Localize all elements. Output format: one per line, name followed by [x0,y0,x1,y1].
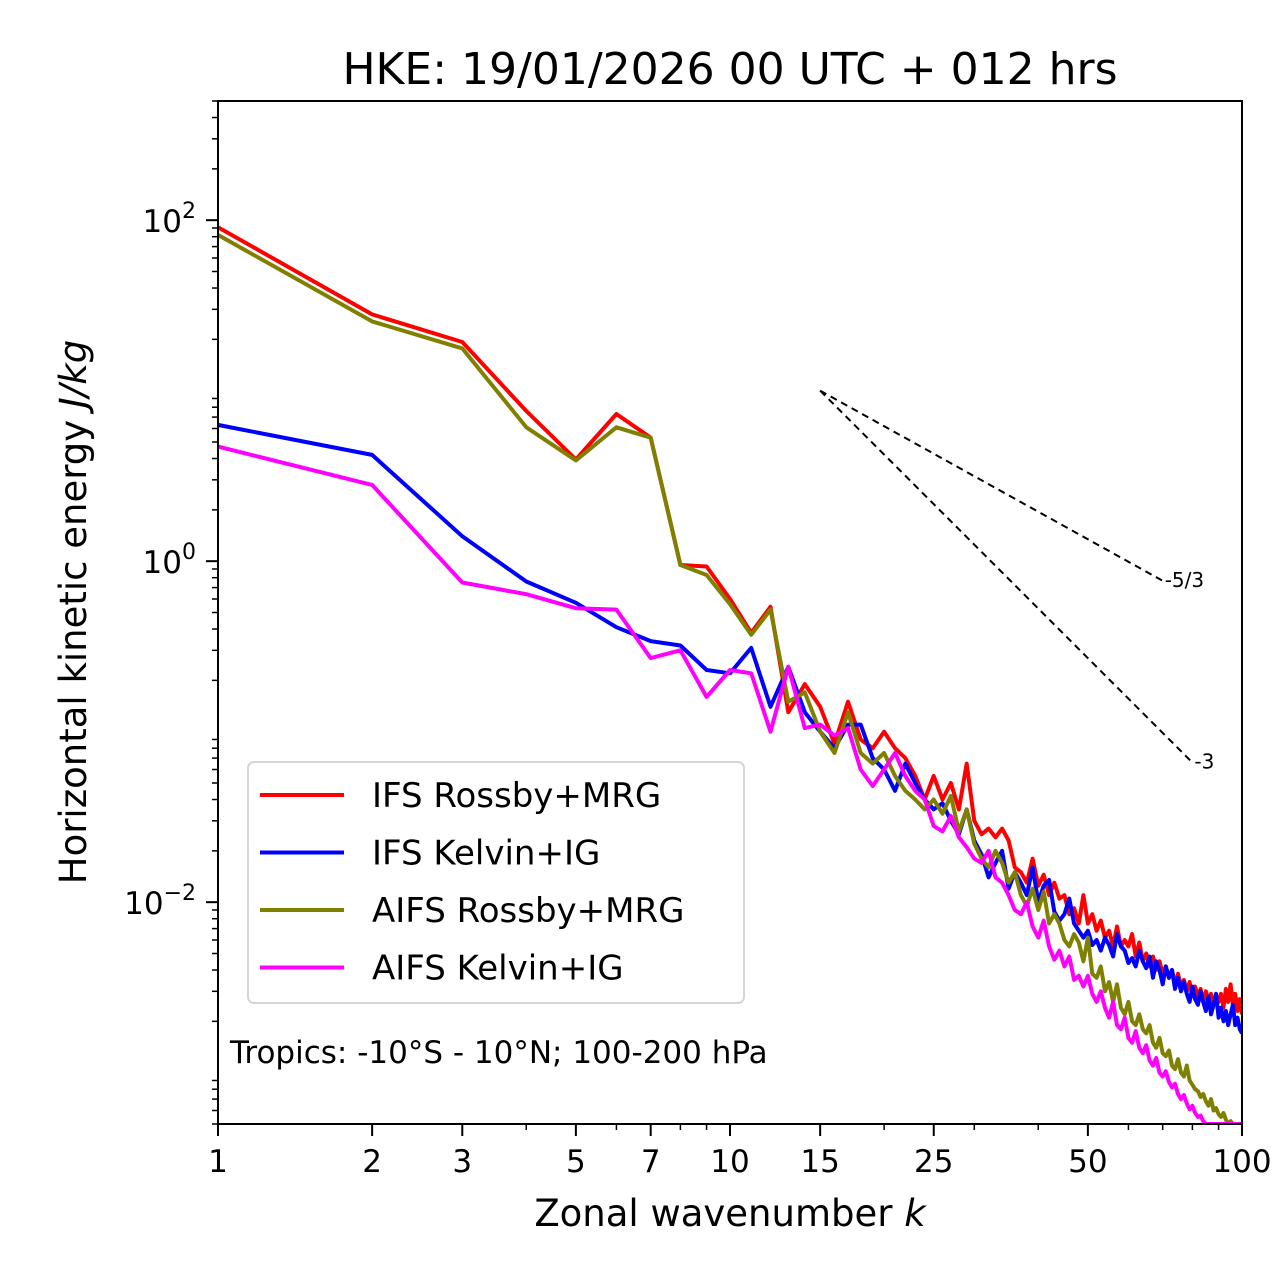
x-axis-label: Zonal wavenumber k [534,1192,927,1235]
y-tick-label: 102 [143,199,196,240]
legend-label: IFS Kelvin+IG [372,834,600,874]
x-tick-label: 1 [208,1144,228,1180]
region-annotation: Tropics: -10°S - 10°N; 100-200 hPa [229,1035,768,1071]
x-tick-label: 15 [800,1144,839,1180]
x-tick-label: 100 [1212,1144,1271,1180]
x-tick-label: 5 [566,1144,586,1180]
legend-label: AIFS Kelvin+IG [372,949,624,989]
slope-label: -3 [1194,750,1214,774]
slope-label: -5/3 [1165,568,1204,592]
y-axis-label-text: Horizontal kinetic energy [52,420,95,884]
legend-frame [247,761,745,1004]
legend-label: IFS Rossby+MRG [372,776,661,816]
series-line-aifs-rossby-mrg [218,233,1242,1124]
series-line-ifs-kelvin-ig [218,422,1242,1035]
slope-line [819,389,1164,582]
y-axis-ticks: 102 100 10−2 [124,100,218,1125]
x-tick-label: 3 [452,1144,472,1180]
chart-title: HKE: 19/01/2026 00 UTC + 012 hrs [342,44,1117,95]
series-line-aifs-kelvin-ig [218,444,1242,1124]
legend: IFS Rossby+MRG IFS Kelvin+IG AIFS Rossby+M… [247,761,745,1004]
x-axis-ticks: 1 2 3 5 7 10 15 25 50 100 [208,1124,1272,1180]
x-axis-label-text: Zonal wavenumber [534,1192,893,1235]
y-tick-label: 100 [143,540,196,581]
x-tick-label: 50 [1068,1144,1107,1180]
x-tick-label: 7 [641,1144,661,1180]
x-tick-label: 2 [362,1144,382,1180]
slope-line [819,389,1194,764]
x-axis-label-symbol: k [904,1192,927,1235]
series-layer [218,225,1242,1124]
y-axis-label: Horizontal kinetic energy J/kg [52,340,95,884]
y-axis-label-unit: J/kg [52,340,95,415]
x-tick-label: 10 [710,1144,749,1180]
x-tick-label: 25 [914,1144,953,1180]
y-tick-label: 10−2 [124,881,196,922]
plot-frame [217,100,1243,1125]
reference-slopes: -5/3 -3 [819,389,1214,774]
legend-label: AIFS Rossby+MRG [372,891,684,931]
